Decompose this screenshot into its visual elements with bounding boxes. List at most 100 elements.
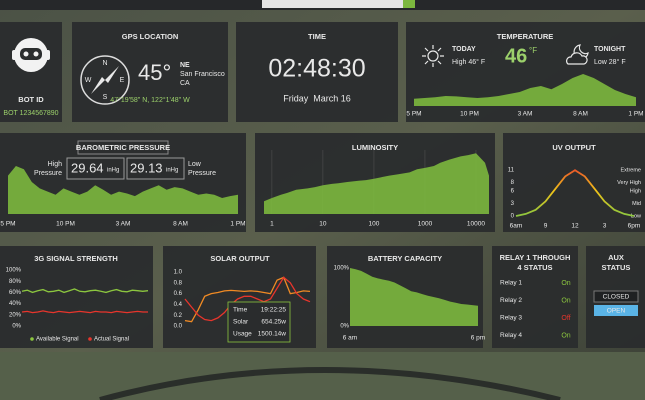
search-button[interactable] bbox=[403, 0, 415, 8]
compass-letter: E bbox=[120, 77, 125, 84]
reading-unit: inHg bbox=[166, 168, 178, 174]
y-tick-label: 60% bbox=[9, 290, 22, 296]
low-label: Pressure bbox=[188, 170, 216, 177]
tooltip-value: 654.25w bbox=[261, 319, 286, 326]
tonight-low: Low 28° F bbox=[594, 58, 626, 66]
button-label[interactable]: CLOSED bbox=[603, 294, 630, 301]
tonight-label: TONIGHT bbox=[594, 46, 626, 53]
gps-state: CA bbox=[180, 80, 190, 87]
button-label[interactable]: OPEN bbox=[607, 308, 626, 315]
x-tick-label: 6 pm bbox=[471, 335, 485, 342]
panel bbox=[0, 133, 246, 232]
y-tick-label: 11 bbox=[508, 168, 515, 174]
gps-direction: NE bbox=[180, 62, 190, 69]
low-label: Low bbox=[188, 161, 202, 168]
y-tick-label: 0% bbox=[12, 324, 21, 330]
today-label: TODAY bbox=[452, 46, 476, 53]
y-tick-label: 100% bbox=[334, 266, 350, 272]
tooltip bbox=[227, 301, 291, 343]
y-tick-label: 20% bbox=[9, 312, 22, 318]
field bbox=[0, 352, 645, 400]
x-tick-label: 5 PM bbox=[406, 111, 421, 118]
current-unit: °F bbox=[529, 46, 537, 55]
relay-name: Relay 1 bbox=[500, 280, 522, 287]
x-tick-label: 6am bbox=[510, 223, 523, 230]
relay-status: Off bbox=[561, 315, 570, 322]
y-tick-label: 3 bbox=[511, 201, 515, 207]
x-tick-label: 3 bbox=[603, 223, 607, 230]
relay-name: Relay 3 bbox=[500, 315, 522, 322]
panel bbox=[72, 22, 228, 122]
y-tick-label: 80% bbox=[9, 279, 22, 285]
relay-status: On bbox=[561, 297, 570, 304]
level-label: Very High bbox=[617, 180, 641, 186]
charts: 5 PM 10 PM 3 AM 8 AM 1 PM 5 PM 10 PM 3 AM 8 AM 1 … bbox=[0, 74, 644, 343]
gps-city: San Francisco bbox=[180, 71, 225, 78]
aux-title: AUX bbox=[608, 253, 624, 262]
y-tick-label: 8 bbox=[511, 180, 515, 186]
reading-box bbox=[66, 157, 125, 180]
y-tick-label: 100% bbox=[6, 268, 22, 274]
today-high: High 46° F bbox=[452, 58, 485, 66]
gps-title: GPS LOCATION bbox=[122, 32, 179, 41]
x-tick-label: 100 bbox=[369, 221, 380, 228]
y-tick-label: 1.0 bbox=[174, 270, 183, 276]
date: Friday March 16 bbox=[283, 93, 351, 103]
clock: 02:48:30 bbox=[268, 55, 365, 83]
x-tick-label: 10 PM bbox=[460, 111, 479, 118]
line bbox=[184, 276, 311, 322]
open-button[interactable] bbox=[594, 305, 638, 316]
solar-title: SOLAR OUTPUT bbox=[210, 254, 270, 263]
area bbox=[414, 74, 636, 106]
high-label: Pressure bbox=[34, 170, 62, 177]
panel bbox=[492, 246, 578, 348]
tooltip-label: Time bbox=[233, 307, 248, 314]
compass bbox=[80, 55, 130, 105]
signal-title: 3G SIGNAL STRENGTH bbox=[34, 254, 118, 263]
panel bbox=[236, 22, 398, 122]
legend-label: Actual Signal bbox=[94, 337, 129, 343]
level-label: Low bbox=[631, 213, 641, 219]
y-tick-label: 0.0 bbox=[174, 324, 183, 330]
x-tick-label: 6 am bbox=[343, 335, 357, 342]
reading-unit: inHg bbox=[107, 168, 119, 174]
relay-name: Relay 2 bbox=[500, 297, 522, 304]
search-box[interactable] bbox=[262, 0, 415, 8]
time-title: TIME bbox=[308, 32, 326, 41]
x-tick-label: 1 bbox=[270, 221, 274, 228]
low-reading: 29.13 bbox=[130, 160, 163, 175]
bot-id: BOT 1234567890 bbox=[3, 110, 58, 117]
high-label: High bbox=[48, 161, 63, 168]
title-frame bbox=[77, 140, 169, 155]
gps-heading: 45° bbox=[138, 60, 171, 85]
area bbox=[264, 153, 489, 214]
panel bbox=[503, 133, 645, 232]
robot-icon bbox=[12, 38, 50, 72]
x-tick-label: 5 PM bbox=[0, 221, 15, 228]
temperature-title: TEMPERATURE bbox=[497, 32, 554, 41]
y-tick-label: 0.2 bbox=[174, 313, 183, 319]
tooltip-label: Usage bbox=[233, 331, 252, 338]
x-tick-label: 3 AM bbox=[116, 221, 131, 228]
closed-button[interactable] bbox=[593, 290, 639, 303]
aux-title: STATUS bbox=[602, 263, 631, 272]
y-tick-label: 0% bbox=[340, 324, 349, 330]
area bbox=[8, 166, 238, 214]
luminosity-title: LUMINOSITY bbox=[352, 143, 398, 152]
relay-title: 4 STATUS bbox=[517, 263, 552, 272]
legend-swatch bbox=[88, 337, 92, 341]
area bbox=[350, 268, 478, 326]
barometric-title: BAROMETRIC PRESSURE bbox=[76, 143, 170, 152]
y-tick-label: 40% bbox=[9, 301, 22, 307]
x-tick-label: 12 bbox=[571, 223, 579, 230]
y-tick-label: 0 bbox=[511, 214, 515, 220]
tooltip-value: 19:22:25 bbox=[261, 307, 287, 314]
y-tick-label: 6 bbox=[511, 189, 515, 195]
x-tick-label: 10 PM bbox=[56, 221, 75, 228]
gps-coords: 47°19'58" N, 122°1'48" W bbox=[110, 96, 190, 104]
relay-status: On bbox=[561, 332, 570, 339]
reading-box bbox=[126, 157, 185, 180]
level-label: Extreme bbox=[621, 168, 641, 174]
level-label: Mid bbox=[632, 201, 641, 207]
